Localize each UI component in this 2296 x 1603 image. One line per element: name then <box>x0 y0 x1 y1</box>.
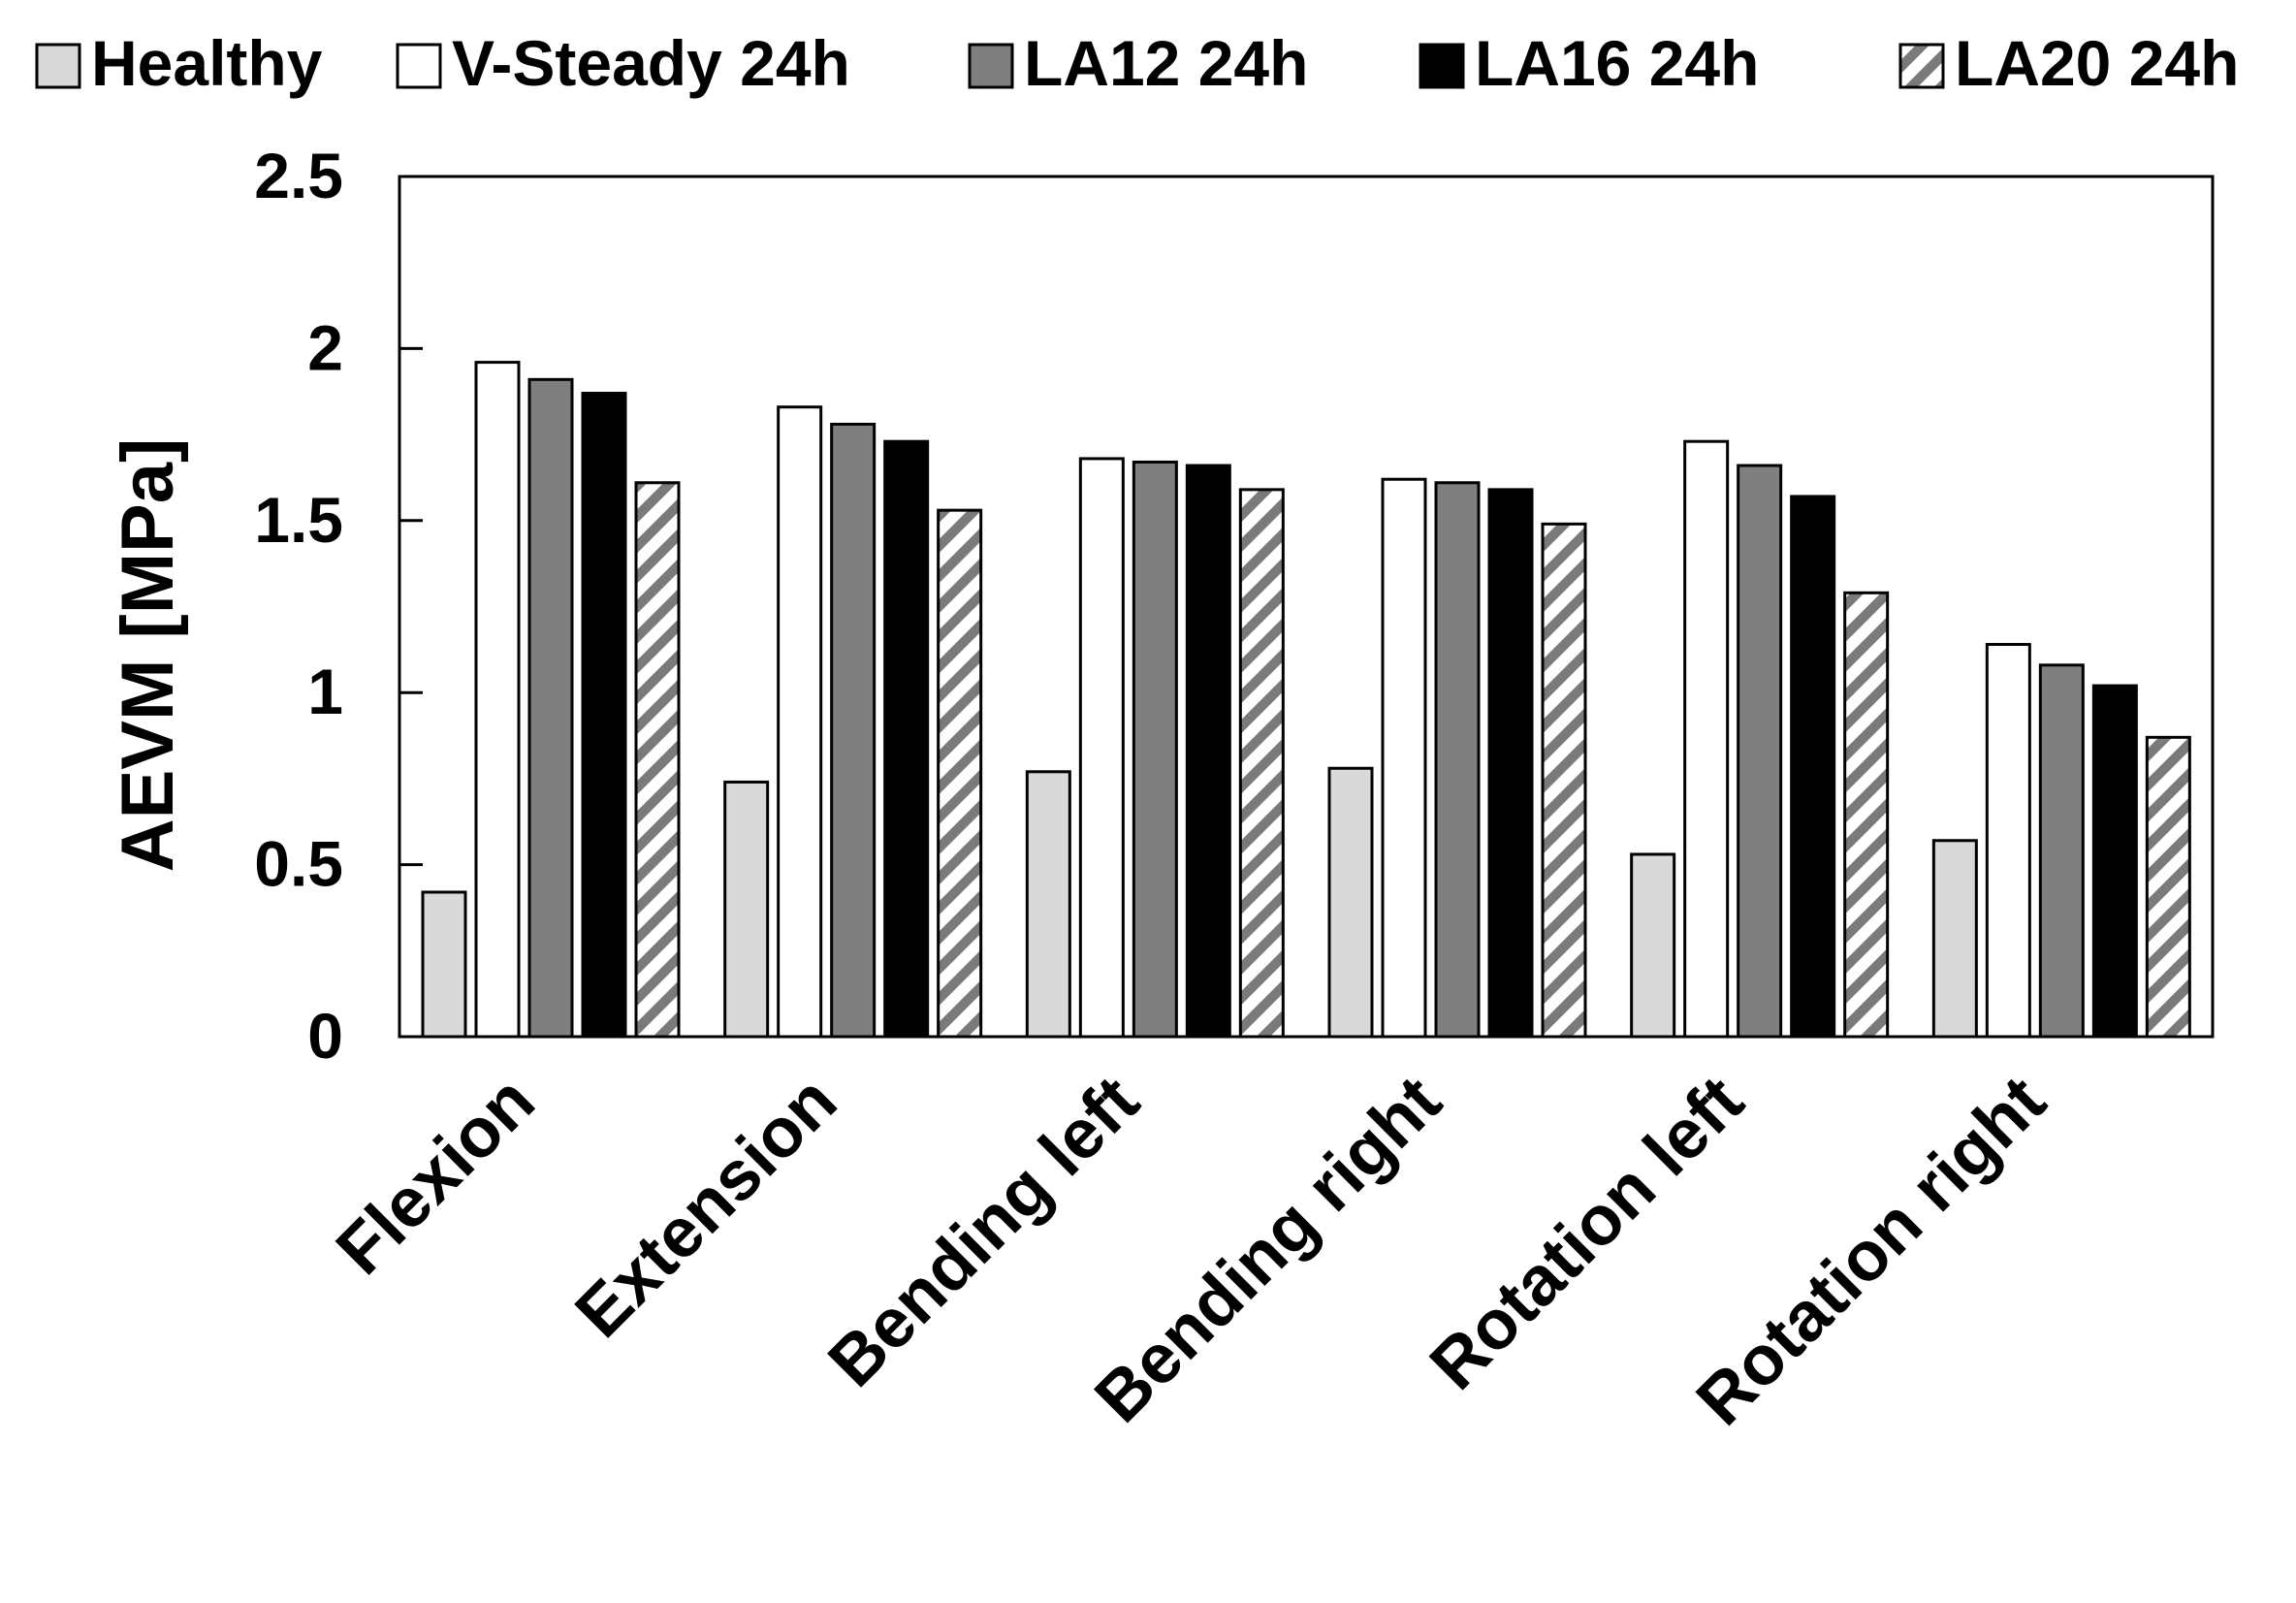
legend-swatch <box>1419 43 1465 89</box>
bar-la12-24h-bending-right <box>1434 481 1481 1039</box>
bar-la16-24h-extension <box>883 439 930 1039</box>
bar-la12-24h-bending-left <box>1132 460 1178 1039</box>
bar-v-steady-24h-bending-left <box>1078 457 1125 1039</box>
bar-v-steady-24h-rotation-left <box>1683 439 1730 1039</box>
bar-la16-24h-rotation-right <box>2091 684 2138 1039</box>
bar-la12-24h-flexion <box>527 377 574 1039</box>
bar-la20-24h-extension <box>937 508 983 1039</box>
bar-la16-24h-bending-left <box>1185 464 1231 1039</box>
bar-healthy-rotation-left <box>1630 852 1676 1039</box>
bar-v-steady-24h-bending-right <box>1381 477 1427 1039</box>
bar-healthy-bending-right <box>1327 766 1374 1039</box>
bar-la16-24h-flexion <box>581 392 627 1039</box>
bar-la20-24h-bending-left <box>1238 488 1285 1039</box>
y-tick-label: 0 <box>307 1000 343 1072</box>
bars <box>421 361 2191 1039</box>
x-category-label: Extension <box>560 1062 851 1353</box>
y-tick-label: 2.5 <box>254 140 343 211</box>
y-axis-title: AEVM [MPa] <box>107 438 189 873</box>
legend-swatch <box>396 43 442 89</box>
bar-la12-24h-rotation-right <box>2038 663 2085 1039</box>
bar-la12-24h-extension <box>830 422 877 1039</box>
plot-area-frame <box>398 175 2215 1039</box>
bar-v-steady-24h-extension <box>777 405 823 1039</box>
bar-la20-24h-bending-right <box>1541 522 1587 1039</box>
bar-healthy-extension <box>723 780 770 1039</box>
y-tick-label: 1.5 <box>254 484 343 556</box>
y-tick-label: 0.5 <box>254 828 343 900</box>
y-tick-label: 2 <box>307 311 343 383</box>
bar-la20-24h-rotation-left <box>1843 591 1890 1039</box>
bar-v-steady-24h-rotation-right <box>1985 643 2031 1039</box>
bar-v-steady-24h-flexion <box>474 361 521 1039</box>
y-tick-label: 1 <box>307 656 343 727</box>
legend-label: LA20 24h <box>1955 27 2239 99</box>
bar-la16-24h-rotation-left <box>1790 495 1836 1039</box>
legend-label: Healthy <box>91 27 323 99</box>
x-category-label: Bending left <box>813 1062 1154 1402</box>
bar-la20-24h-flexion <box>634 481 681 1039</box>
bar-la12-24h-rotation-left <box>1737 464 1783 1039</box>
legend-swatch <box>1898 43 1945 89</box>
legend-label: LA12 24h <box>1024 27 1308 99</box>
y-axis: 0 0.5 1 1.5 2 2.5 AEVM [MPa] <box>107 140 423 1072</box>
bar-healthy-flexion <box>421 890 467 1039</box>
legend: Healthy V-Steady 24h LA12 24h LA16 24h LA20 … <box>35 27 2239 99</box>
legend-swatch <box>35 43 81 89</box>
legend-label: V-Steady 24h <box>452 27 850 99</box>
bar-healthy-bending-left <box>1025 770 1071 1039</box>
x-category-label: Flexion <box>322 1062 550 1290</box>
x-category-label: Rotation left <box>1416 1062 1759 1405</box>
bar-healthy-rotation-right <box>1931 839 1978 1039</box>
bar-la20-24h-rotation-right <box>2145 735 2191 1039</box>
legend-swatch <box>968 43 1014 89</box>
legend-label: LA16 24h <box>1475 27 1759 99</box>
bar-la16-24h-bending-right <box>1487 488 1534 1039</box>
